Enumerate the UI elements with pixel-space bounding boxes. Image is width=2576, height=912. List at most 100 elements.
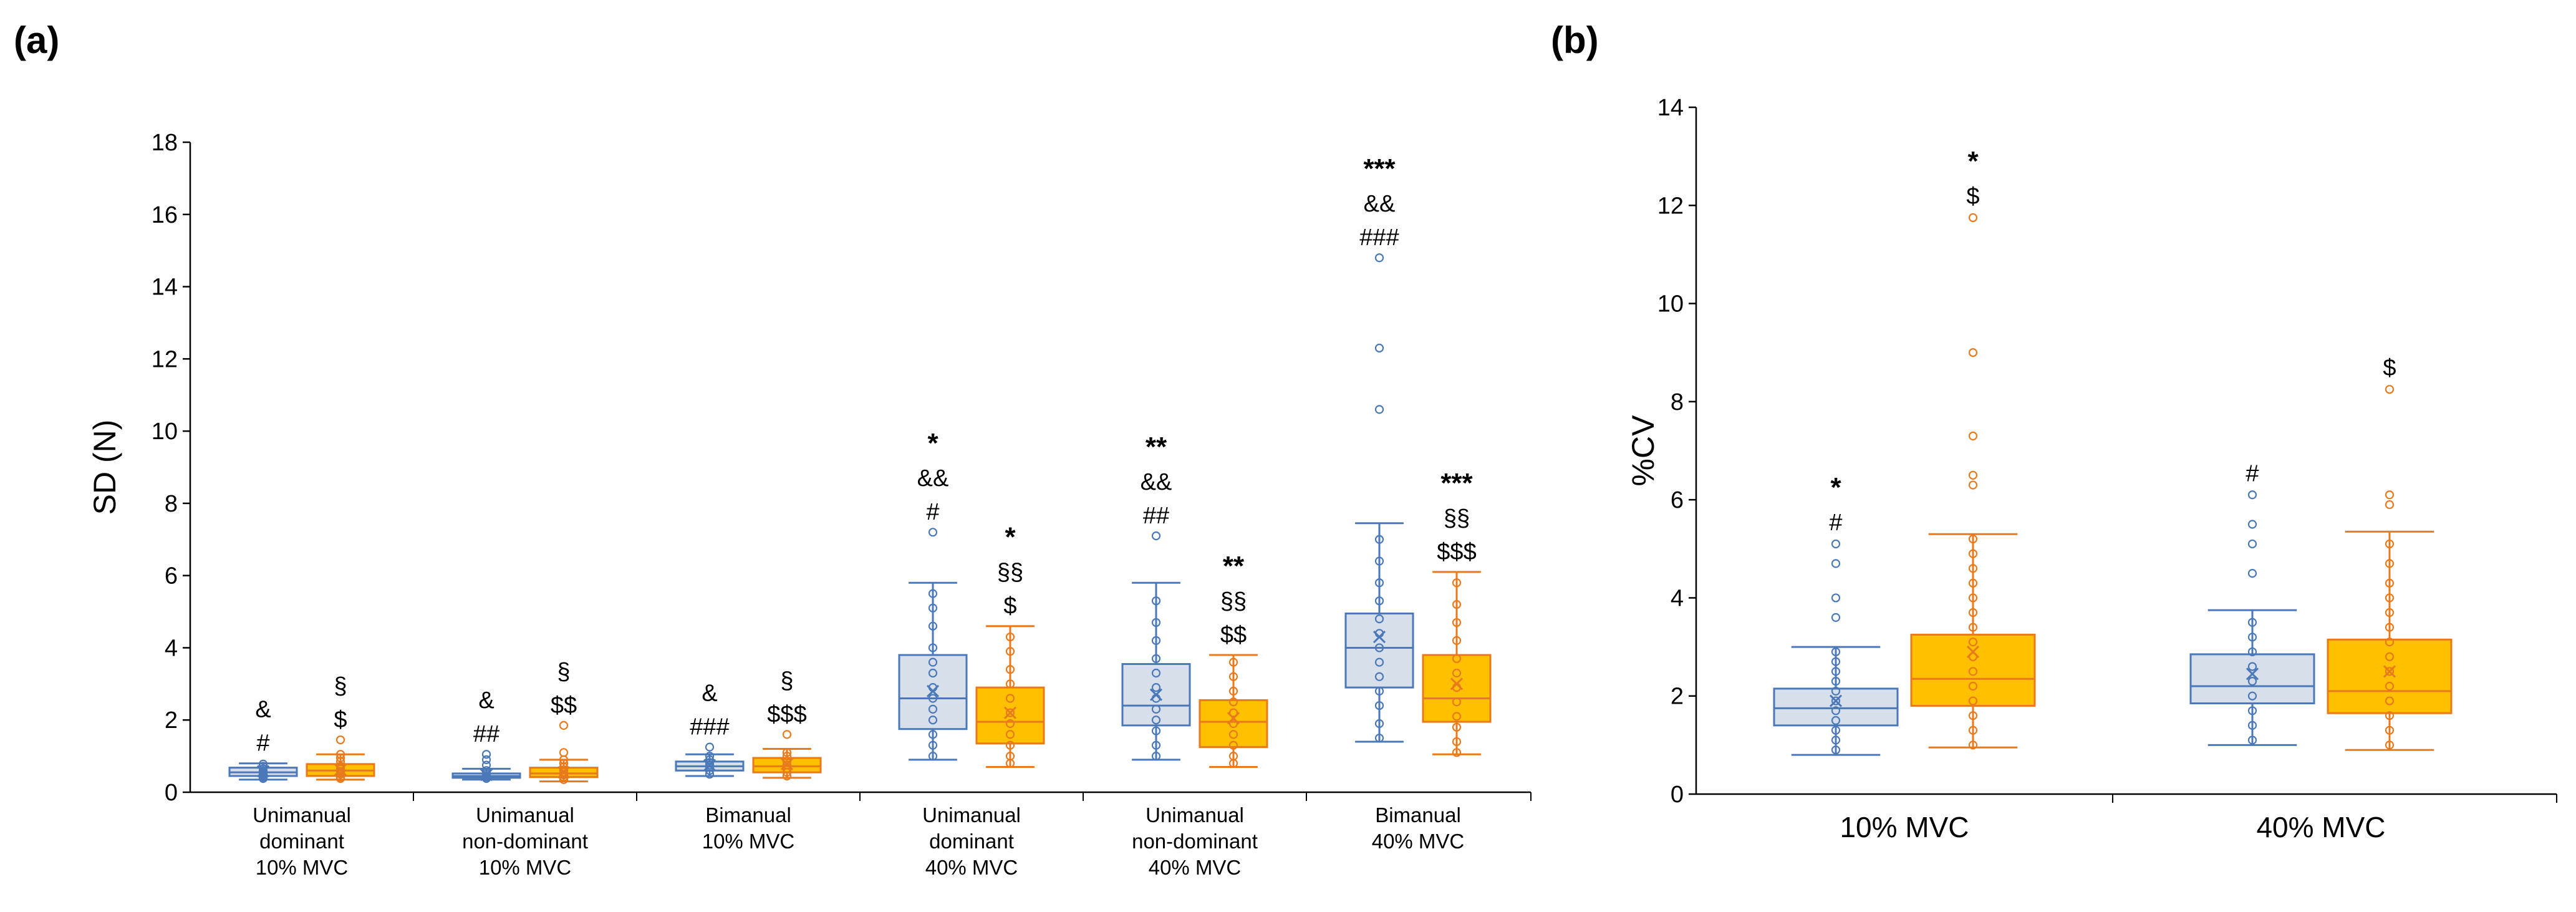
data-point xyxy=(2247,706,2257,716)
box-series-1: * && # xyxy=(898,428,968,761)
data-point xyxy=(2247,691,2257,701)
box-series-2: $ xyxy=(2327,355,2453,751)
data-point xyxy=(258,759,268,769)
data-point xyxy=(1968,564,1978,573)
outlier-point xyxy=(1374,405,1384,414)
data-point xyxy=(2385,711,2395,720)
data-point xyxy=(2385,681,2395,691)
box-series-2: *** §§ $$$ xyxy=(1422,468,1492,757)
data-point xyxy=(1151,716,1161,725)
data-point xyxy=(928,603,938,613)
data-point xyxy=(1374,535,1384,544)
data-point xyxy=(1968,578,1978,588)
significance-label: *** xyxy=(1440,468,1473,498)
data-point xyxy=(928,589,938,598)
outlier-point xyxy=(481,750,491,759)
category-label: Bimanual xyxy=(705,803,791,827)
outlier-point xyxy=(1374,343,1384,353)
significance-label: $ xyxy=(1966,183,1979,210)
data-point xyxy=(782,752,792,761)
mean-marker xyxy=(2246,667,2259,681)
category-label: 10% MVC xyxy=(479,856,572,879)
data-point xyxy=(1452,697,1462,707)
data-point xyxy=(335,750,345,759)
data-point xyxy=(2247,677,2257,686)
data-point xyxy=(1452,722,1462,732)
y-axis-title: SD (N) xyxy=(87,420,122,515)
significance-label: §§ xyxy=(1220,588,1247,614)
data-point xyxy=(1831,686,1841,696)
outlier-point xyxy=(1831,613,1841,622)
significance-label: $$ xyxy=(1220,622,1247,648)
box-series-1: & ## xyxy=(451,687,521,783)
data-point xyxy=(2385,638,2395,647)
data-point xyxy=(1968,681,1978,691)
significance-label: # xyxy=(1829,510,1842,536)
significance-label: §§ xyxy=(1444,505,1470,531)
mean-marker xyxy=(557,766,571,779)
significance-label: ### xyxy=(1359,225,1399,251)
data-point xyxy=(335,753,345,763)
data-point xyxy=(705,752,715,761)
data-point xyxy=(1968,667,1978,676)
iqr-box xyxy=(1910,633,2036,707)
data-point xyxy=(1005,679,1015,689)
data-point xyxy=(1151,726,1161,735)
significance-label: & xyxy=(478,687,494,714)
mean-marker xyxy=(2383,665,2396,678)
outlier-point xyxy=(782,730,792,739)
significance-label: # xyxy=(256,730,269,757)
category-label: Unimanual xyxy=(1146,803,1244,827)
outlier-point xyxy=(2385,385,2395,394)
data-point xyxy=(1151,668,1161,678)
data-point xyxy=(1831,696,1841,706)
data-point xyxy=(1005,647,1015,656)
data-point xyxy=(705,755,715,765)
data-point xyxy=(1005,740,1015,750)
y-tick-label: 12 xyxy=(152,346,178,372)
data-point xyxy=(928,740,938,750)
data-point xyxy=(1151,636,1161,645)
data-point xyxy=(1968,725,1978,735)
data-point xyxy=(1151,704,1161,714)
outlier-point xyxy=(1968,480,1978,490)
mean-marker xyxy=(256,765,270,778)
data-point xyxy=(1374,686,1384,696)
data-point xyxy=(1831,657,1841,666)
data-point xyxy=(1831,725,1841,735)
data-point xyxy=(1831,677,1841,686)
significance-label: $$$ xyxy=(1437,539,1476,565)
category-label: 40% MVC xyxy=(925,856,1018,879)
data-point xyxy=(2247,633,2257,642)
outlier-point xyxy=(559,720,569,730)
box-series-1: ** && ## xyxy=(1121,432,1191,761)
data-point xyxy=(782,760,792,770)
data-point xyxy=(705,760,715,770)
panel-label: (b) xyxy=(1551,19,1599,61)
data-point xyxy=(2385,725,2395,735)
data-point xyxy=(1452,618,1462,628)
outlier-point xyxy=(2247,490,2257,500)
significance-label: $ xyxy=(1003,593,1016,619)
outlier-point xyxy=(559,748,569,757)
data-point xyxy=(1228,697,1238,707)
y-tick-label: 14 xyxy=(152,274,178,301)
data-point xyxy=(1005,694,1015,703)
mean-marker xyxy=(1966,645,1980,659)
significance-label: * xyxy=(1830,472,1841,503)
data-point xyxy=(2247,662,2257,671)
category-label: Unimanual xyxy=(253,803,351,827)
data-point xyxy=(2385,740,2395,750)
significance-label: # xyxy=(2246,460,2259,487)
data-point xyxy=(1228,719,1238,729)
data-point xyxy=(1005,708,1015,717)
data-point xyxy=(1228,740,1238,750)
data-point xyxy=(1968,608,1978,618)
category-label: dominant xyxy=(929,830,1014,853)
mean-marker xyxy=(703,759,716,772)
data-point xyxy=(1968,593,1978,603)
data-point xyxy=(1151,752,1161,761)
